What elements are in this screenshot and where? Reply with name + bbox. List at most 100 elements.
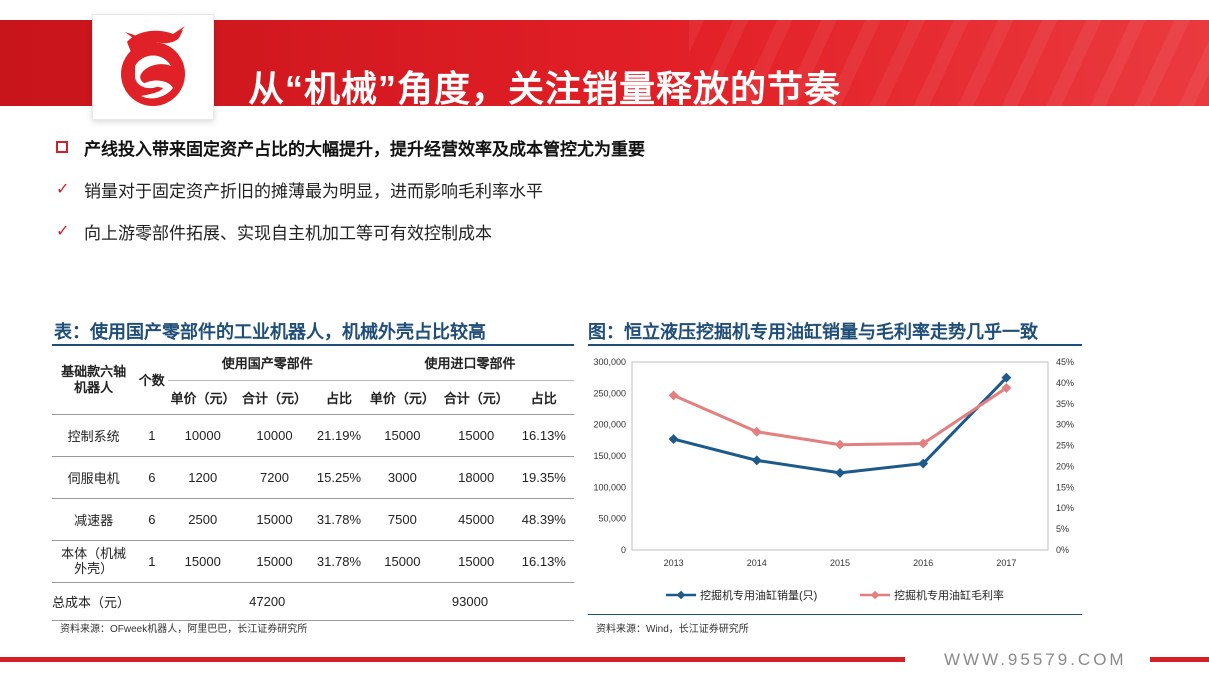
x-tick-label: 2015 — [830, 558, 850, 568]
bullet-sub: ✓ 销量对于固定资产折旧的摊薄最为明显，进而影响毛利率水平 — [54, 178, 1154, 201]
cell-total-import: 93000 — [365, 581, 574, 621]
bullet-main: 产线投入带来固定资产占比的大幅提升，提升经营效率及成本管控尤为重要 — [54, 136, 1154, 159]
header-unit-price: 单价（元） — [369, 390, 435, 406]
table-title: 表：使用国产零部件的工业机器人，机械外壳占比较高 — [54, 322, 486, 342]
cost-table: 基础款六轴机器人 个数 使用国产零部件 使用进口零部件 单价（元） 合计（元） … — [52, 346, 574, 621]
legend-label: 挖掘机专用油缸销量(只) — [700, 588, 817, 602]
x-tick-label: 2014 — [747, 558, 767, 568]
cell-domestic-unit: 15000 — [168, 539, 238, 582]
cell-domestic-ratio: 15.25% — [311, 455, 366, 498]
table-row: 伺服电机 6 1200 7200 15.25% 3000 18000 19.35… — [52, 455, 574, 498]
cell-domestic-ratio: 31.78% — [311, 497, 366, 540]
footer-url[interactable]: WWW.95579.COM — [944, 650, 1127, 669]
footer-bar-right — [1150, 657, 1209, 662]
bullet-list: 产线投入带来固定资产占比的大幅提升，提升经营效率及成本管控尤为重要 ✓ 销量对于… — [54, 136, 1154, 262]
y-left-tick-label: 50,000 — [598, 514, 626, 524]
y-right-tick-label: 25% — [1056, 441, 1074, 451]
data-point-marker — [835, 439, 845, 450]
cell-name: 控制系统 — [52, 413, 136, 456]
table-source: 资料来源：OFweek机器人，阿里巴巴，长江证券研究所 — [60, 624, 308, 635]
cell-domestic-ratio: 31.78% — [311, 539, 366, 582]
cell-import-unit: 7500 — [365, 497, 439, 540]
y-right-tick-label: 40% — [1056, 378, 1074, 388]
cell-name: 伺服电机 — [52, 455, 136, 498]
chart-container: 0 50,000 100,000 150,000 200,000 250,000 300,0… — [588, 352, 1082, 614]
table-row: 控制系统 1 10000 10000 21.19% 15000 15000 16… — [52, 413, 574, 456]
cell-import-ratio: 16.13% — [513, 539, 574, 582]
cell-total-label: 总成本（元） — [52, 581, 169, 621]
series-line — [673, 376, 1008, 475]
cell-domestic-total: 15000 — [237, 539, 312, 582]
cell-domestic-unit: 2500 — [168, 497, 238, 540]
cell-domestic-total: 7200 — [237, 455, 312, 498]
chart-bottom-rule — [588, 614, 1082, 615]
cell-import-total: 18000 — [438, 455, 514, 498]
x-tick-label: 2017 — [996, 558, 1016, 568]
bullet-sub: ✓ 向上游零部件拓展、实现自主机加工等可有效控制成本 — [54, 220, 1154, 243]
table-row: 本体（机械外壳） 1 15000 15000 31.78% 15000 1500… — [52, 539, 574, 582]
cell-count: 1 — [135, 539, 169, 582]
table-total-row: 总成本（元） 47200 93000 — [52, 581, 574, 621]
y-right-tick-label: 45% — [1056, 357, 1074, 367]
cell-domestic-total: 10000 — [237, 413, 312, 456]
legend-label: 挖掘机专用油缸毛利率 — [894, 588, 1004, 602]
cell-import-total: 15000 — [438, 413, 514, 456]
company-logo — [92, 14, 214, 120]
series-line — [672, 386, 1008, 447]
chart-title-rule — [588, 344, 1082, 346]
cell-name: 减速器 — [52, 497, 136, 540]
cell-import-ratio: 48.39% — [513, 497, 574, 540]
cell-count: 1 — [135, 413, 169, 456]
square-bullet-icon — [56, 141, 68, 153]
header-robot: 基础款六轴机器人 — [61, 363, 127, 395]
y-left-tick-label: 0 — [621, 545, 626, 555]
cell-name: 本体（机械外壳） — [52, 539, 136, 582]
bullet-main-text: 产线投入带来固定资产占比的大幅提升，提升经营效率及成本管控尤为重要 — [84, 139, 645, 159]
y-left-tick-label: 150,000 — [593, 451, 626, 461]
cell-import-total: 15000 — [438, 539, 514, 582]
y-left-tick-label: 300,000 — [593, 357, 626, 367]
header-ratio: 占比 — [530, 390, 557, 406]
check-icon: ✓ — [56, 223, 70, 240]
header-total: 合计（元） — [241, 390, 307, 406]
table-row: 减速器 6 2500 15000 31.78% 7500 45000 48.39… — [52, 497, 574, 540]
line-chart: 0 50,000 100,000 150,000 200,000 250,000 300,0… — [593, 357, 1074, 602]
data-point-marker — [668, 434, 679, 445]
cell-import-ratio: 19.35% — [513, 455, 574, 498]
data-point-marker — [835, 467, 845, 478]
y-left-tick-label: 100,000 — [593, 482, 626, 492]
cell-import-unit: 15000 — [365, 539, 439, 582]
header-domestic: 使用国产零部件 — [168, 346, 366, 381]
footer-bar-left — [0, 657, 905, 662]
y-right-tick-label: 20% — [1056, 461, 1074, 471]
table-title-rule — [52, 344, 574, 346]
data-point-marker — [668, 390, 679, 401]
y-right-tick-label: 35% — [1056, 399, 1074, 409]
legend-marker — [676, 590, 686, 600]
x-tick-label: 2016 — [913, 558, 933, 568]
cell-domestic-unit: 10000 — [168, 413, 238, 456]
y-right-tick-label: 30% — [1056, 420, 1074, 430]
plot-frame — [631, 361, 1049, 551]
chart-title: 图：恒立液压挖掘机专用油缸销量与毛利率走势几乎一致 — [588, 322, 1038, 342]
y-right-tick-label: 5% — [1056, 524, 1069, 534]
bullet-sub-text: 销量对于固定资产折旧的摊薄最为明显，进而影响毛利率水平 — [84, 181, 543, 201]
data-point-marker — [918, 438, 929, 449]
chart-source: 资料来源：Wind，长江证券研究所 — [596, 624, 749, 635]
y-right-tick-label: 15% — [1056, 482, 1074, 492]
cell-domestic-unit: 1200 — [168, 455, 238, 498]
check-icon: ✓ — [56, 181, 70, 198]
header-count: 个数 — [138, 373, 165, 389]
header-unit-price: 单价（元） — [170, 390, 236, 406]
cell-import-total: 45000 — [438, 497, 514, 540]
cell-import-unit: 3000 — [365, 455, 439, 498]
header-total: 合计（元） — [443, 390, 509, 406]
cell-total-domestic: 47200 — [168, 581, 366, 621]
cell-import-ratio: 16.13% — [513, 413, 574, 456]
legend-marker — [870, 590, 880, 600]
cell-domestic-ratio: 21.19% — [311, 413, 366, 456]
data-point-marker — [918, 458, 929, 469]
cell-count: 6 — [135, 497, 169, 540]
header-ratio: 占比 — [325, 390, 352, 406]
